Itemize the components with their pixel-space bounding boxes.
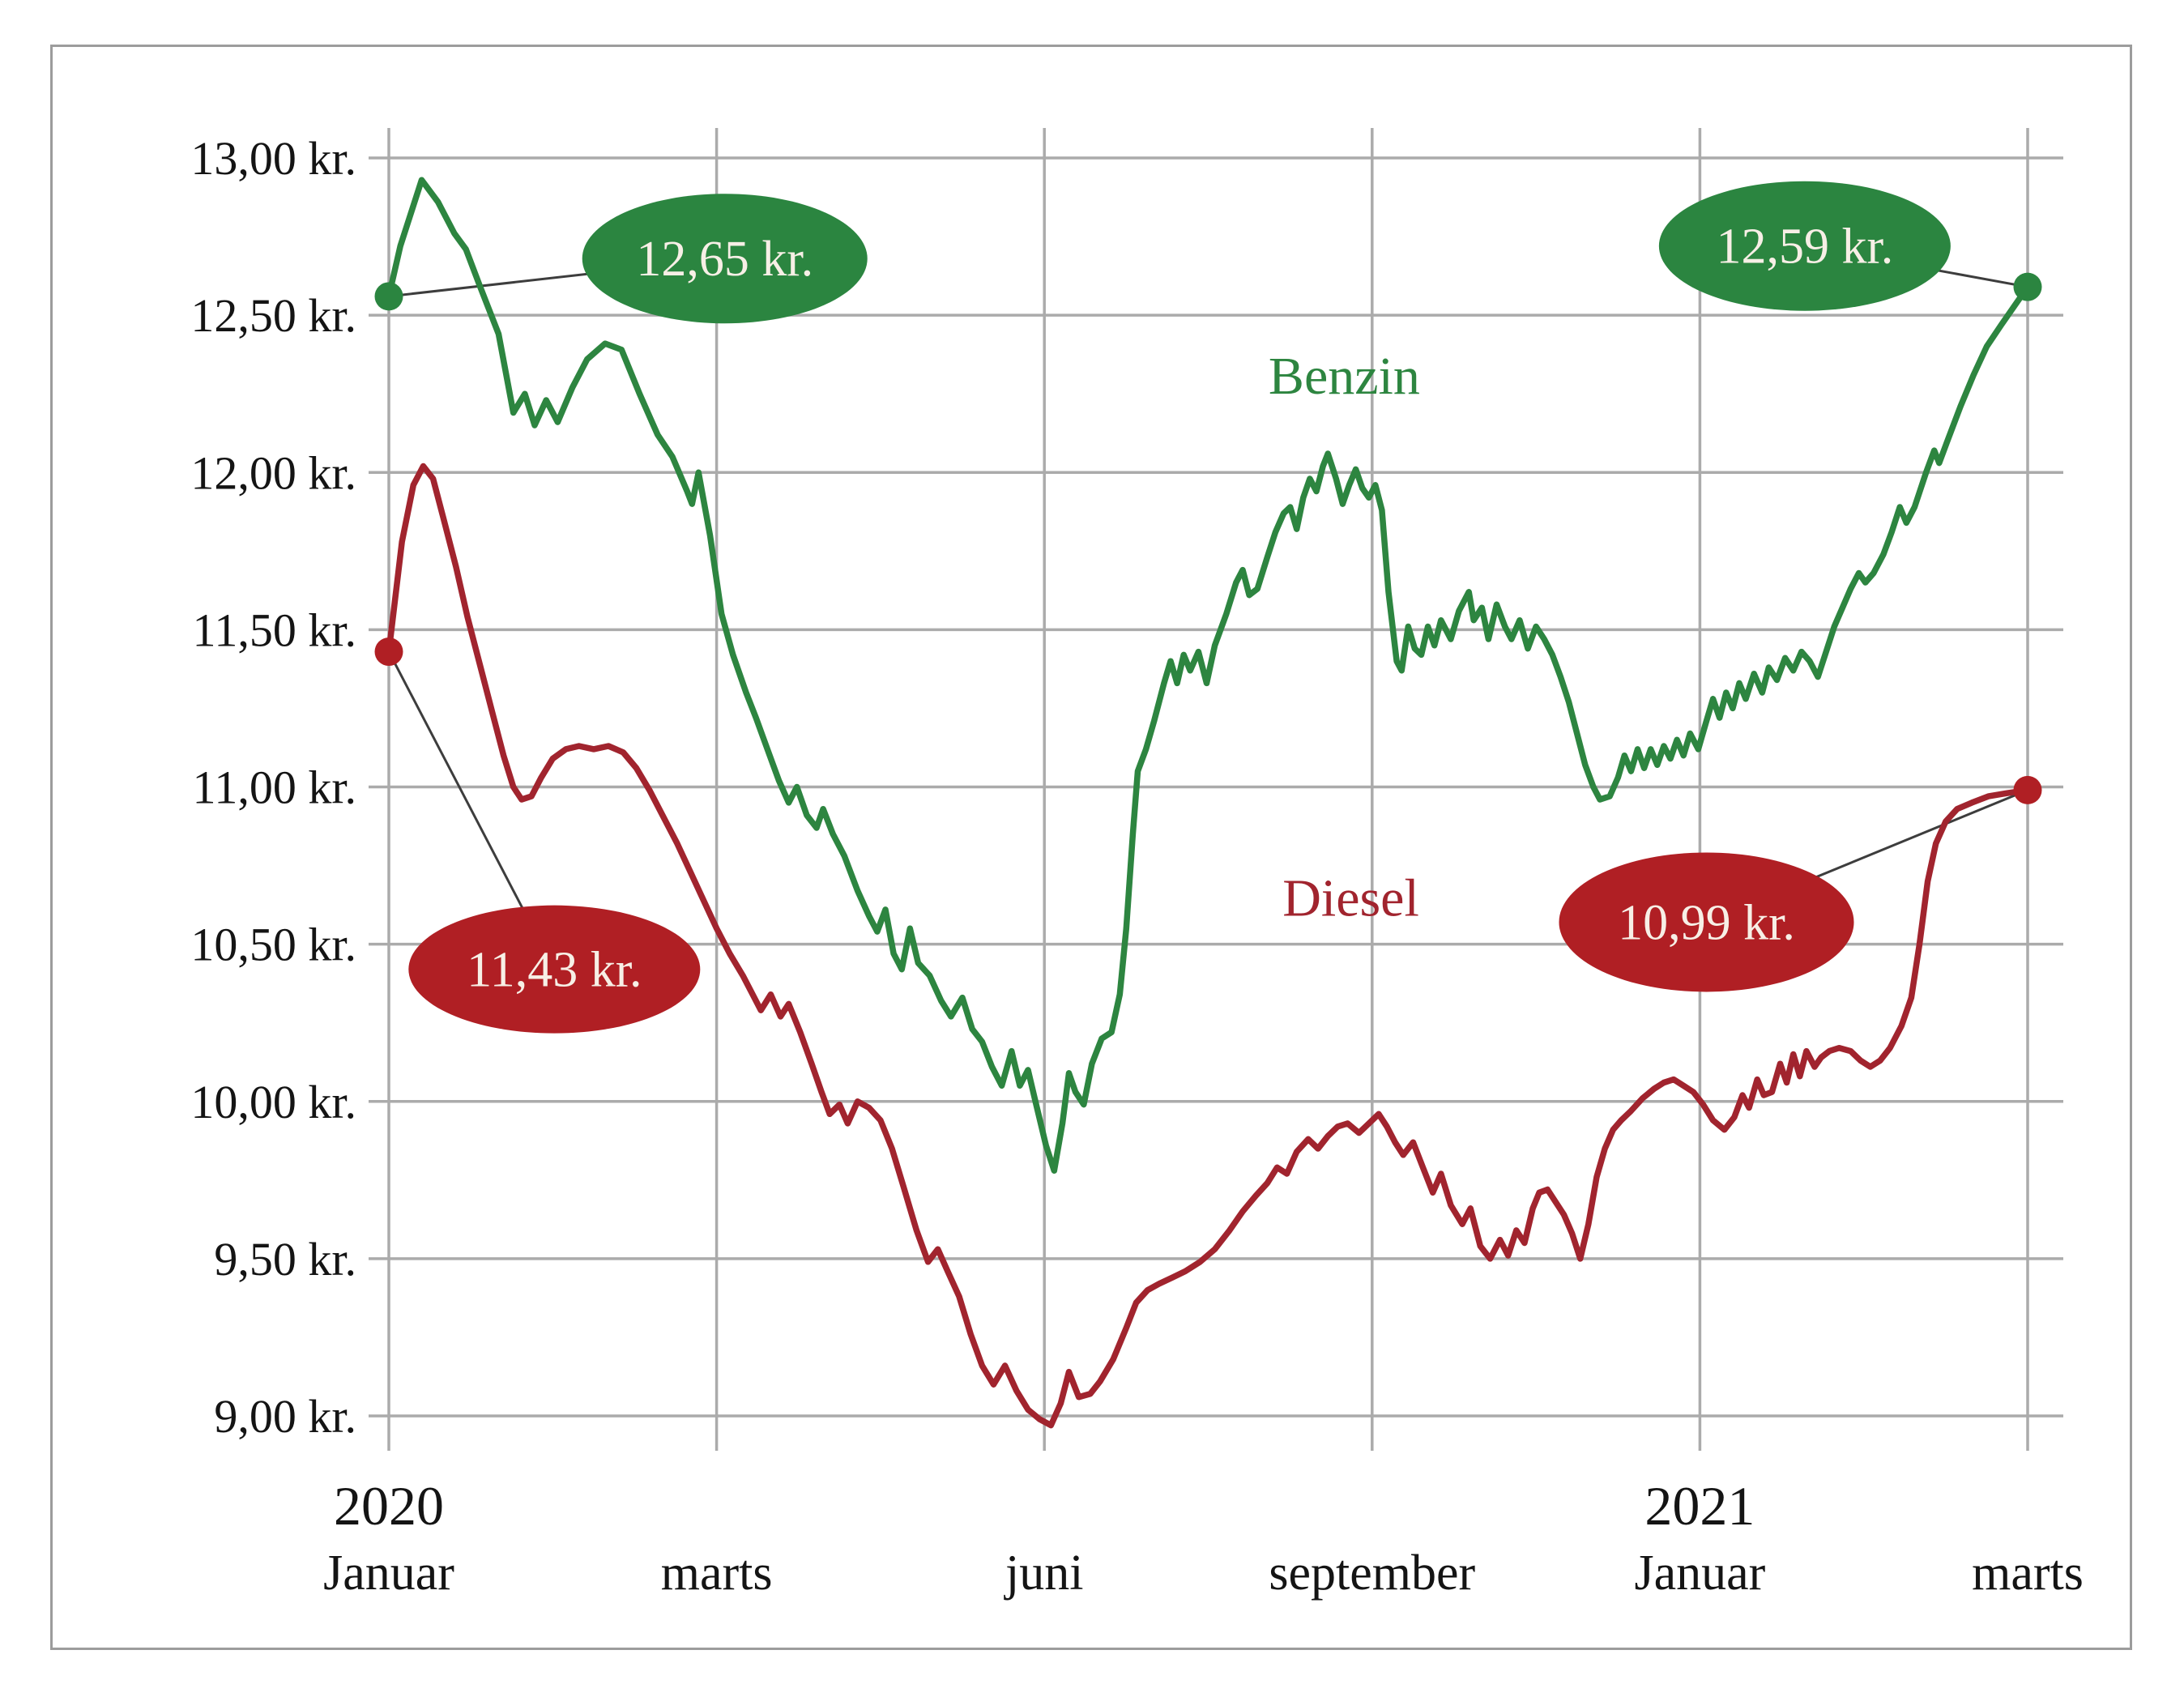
y-axis-tick-label: 10,50 kr. xyxy=(190,919,356,971)
annotation-oval-diesel-end xyxy=(1559,852,1854,992)
benzin-end-dot xyxy=(2013,272,2042,301)
y-axis-tick-label: 10,00 kr. xyxy=(190,1076,356,1128)
annotation-oval-benzin-end xyxy=(1658,181,1951,311)
x-axis-month-label: marts xyxy=(661,1546,773,1601)
annotation-oval-diesel-start xyxy=(408,905,701,1034)
x-axis-month-label: Januar xyxy=(323,1546,454,1601)
diesel-start-dot xyxy=(374,637,403,667)
annotation-value-diesel-start: 11,43 kr. xyxy=(467,943,642,998)
y-axis-tick-label: 9,00 kr. xyxy=(214,1390,356,1443)
x-axis-month-label: juni xyxy=(1004,1546,1083,1601)
x-axis-month-label: marts xyxy=(1972,1546,2084,1601)
y-axis-tick-label: 11,50 kr. xyxy=(193,603,356,656)
y-axis-tick-label: 12,50 kr. xyxy=(190,289,356,342)
benzin-price-line xyxy=(386,177,2031,1174)
annotation-value-benzin-end: 12,59 kr. xyxy=(1717,220,1894,275)
y-axis-tick-label: 12,00 kr. xyxy=(190,446,356,499)
x-axis-year-label: 2020 xyxy=(334,1475,444,1537)
x-axis-month-label: september xyxy=(1269,1546,1475,1601)
diesel-price-line xyxy=(386,463,2031,1429)
annotation-value-diesel-end: 10,99 kr. xyxy=(1618,895,1795,950)
benzin-series-label: Benzin xyxy=(1269,347,1420,406)
y-axis-tick-label: 11,00 kr. xyxy=(193,761,356,814)
y-axis-tick-label: 9,50 kr. xyxy=(214,1233,356,1286)
diesel-series-label: Diesel xyxy=(1282,868,1419,927)
benzin-start-dot xyxy=(374,282,403,311)
x-axis-year-label: 2021 xyxy=(1644,1475,1755,1537)
x-axis-month-label: Januar xyxy=(1634,1546,1765,1601)
annotation-oval-benzin-start xyxy=(582,194,868,324)
figure-border xyxy=(50,45,2132,1650)
y-axis-tick-label: 13,00 kr. xyxy=(190,132,356,185)
annotation-value-benzin-start: 12,65 kr. xyxy=(636,232,813,287)
diesel-end-dot xyxy=(2013,775,2042,804)
